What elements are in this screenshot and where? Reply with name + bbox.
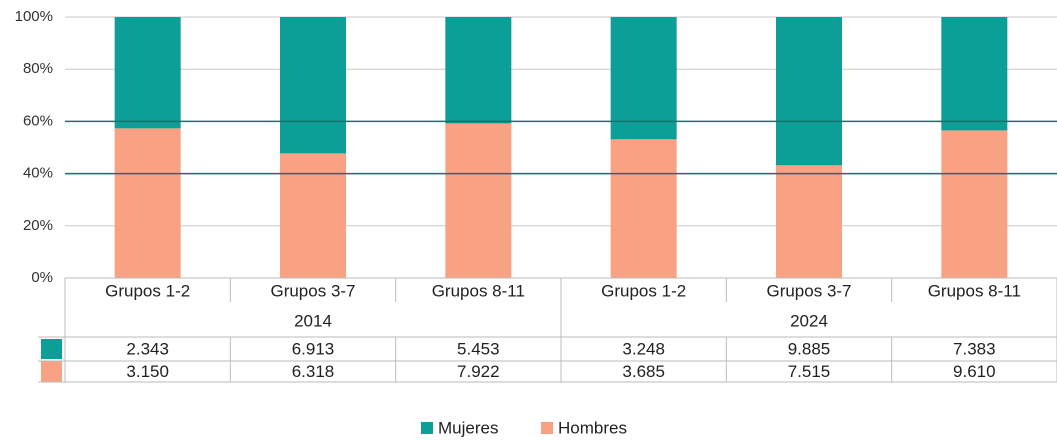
table-value: 3.248 [622, 339, 665, 358]
legend-key [421, 422, 433, 434]
table-value: 9.885 [788, 339, 831, 358]
x-tick-label: Grupos 1-2 [105, 281, 190, 300]
table-value: 7.383 [953, 339, 996, 358]
x-tick-label: Grupos 8-11 [928, 281, 1021, 300]
y-tick-label: 60% [23, 112, 53, 129]
bar-segment [610, 17, 677, 140]
x-tick-label: Grupos 3-7 [270, 281, 355, 300]
x-tick-label: Grupos 3-7 [766, 281, 851, 300]
bar-segment [114, 17, 181, 129]
bar-segment [280, 153, 346, 278]
x-tick-label: Grupos 8-11 [432, 281, 525, 300]
table-value: 5.453 [457, 339, 500, 358]
y-tick-label: 20% [23, 217, 53, 234]
group-label: 2024 [790, 311, 828, 330]
bar-segment [776, 17, 842, 166]
bar-segment [280, 17, 346, 154]
table-legend-key [41, 339, 62, 359]
table-value: 6.913 [292, 339, 335, 358]
table-value: 3.150 [126, 362, 169, 381]
table-value: 6.318 [292, 362, 335, 381]
table-value: 3.685 [622, 362, 665, 381]
table-value: 7.515 [788, 362, 831, 381]
bar-segment [610, 139, 677, 278]
y-tick-label: 100% [15, 8, 53, 25]
y-tick-label: 80% [23, 60, 53, 77]
bar-segment [114, 128, 181, 278]
y-tick-label: 40% [23, 165, 53, 182]
legend-label: Mujeres [438, 418, 498, 437]
bar-segment [941, 130, 1008, 278]
y-tick-label: 0% [31, 269, 53, 286]
table-legend-key [41, 361, 62, 382]
group-label: 2014 [294, 311, 332, 330]
legend-label: Hombres [558, 418, 627, 437]
bar-segment [776, 165, 842, 278]
table-value: 7.922 [457, 362, 500, 381]
legend-key [541, 422, 553, 434]
bar-segment [445, 123, 512, 278]
table-value: 2.343 [126, 339, 169, 358]
table-value: 9.610 [953, 362, 996, 381]
bar-segment [941, 17, 1008, 131]
x-tick-label: Grupos 1-2 [601, 281, 686, 300]
bar-segment [445, 17, 512, 124]
